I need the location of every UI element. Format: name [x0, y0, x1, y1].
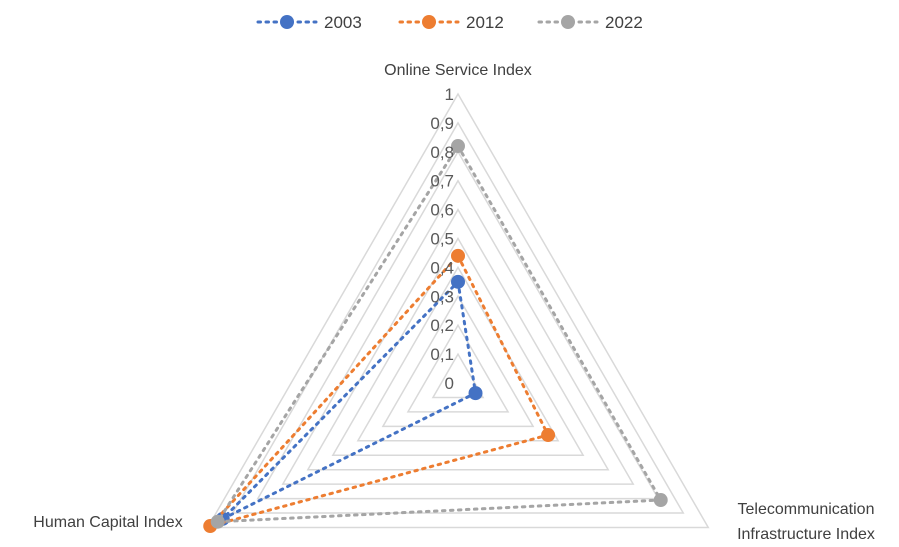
- legend-marker: [561, 15, 575, 29]
- data-point: [210, 514, 225, 529]
- grid-ring: [281, 179, 635, 485]
- legend-label: 2022: [605, 13, 643, 32]
- data-point: [653, 493, 668, 508]
- tick-labels: 0 0,1 0,2 0,3 0,4 0,5 0,6 0,7 0,8 0,9 1: [430, 85, 454, 393]
- grid-ring: [206, 92, 710, 529]
- grid-ring: [256, 150, 660, 500]
- grid-ring: [331, 237, 585, 456]
- tick-label: 0,7: [430, 172, 454, 191]
- grid-ring: [406, 323, 510, 413]
- series-line-2022: [214, 143, 664, 524]
- series-2022: [210, 139, 668, 529]
- radar-grid: [206, 92, 710, 529]
- data-point: [451, 248, 465, 263]
- data-point: [451, 274, 465, 289]
- legend-item-2012: 2012: [398, 13, 504, 32]
- legend-label: 2003: [324, 13, 362, 32]
- legend-marker: [422, 15, 436, 29]
- axis-label-1: Online Service Index: [384, 62, 532, 79]
- tick-label: 1: [445, 85, 454, 104]
- series-line-2003: [221, 278, 478, 521]
- tick-label: 0,3: [430, 287, 454, 306]
- data-point: [468, 386, 483, 401]
- series-line-2012: [205, 253, 551, 529]
- tick-label: 0,2: [430, 316, 454, 335]
- grid-ring: [231, 121, 685, 514]
- axis-label-3: Human Capital Index: [33, 514, 182, 531]
- grid-ring: [356, 265, 560, 442]
- legend-item-2022: 2022: [537, 13, 643, 32]
- legend-marker: [280, 15, 294, 29]
- data-point: [541, 428, 556, 443]
- grid-ring: [381, 294, 535, 428]
- legend-label: 2012: [466, 13, 504, 32]
- tick-label: 0,8: [430, 143, 454, 162]
- grid-ring: [431, 352, 485, 399]
- tick-label: 0,6: [430, 201, 454, 220]
- axis-labels: Online Service Index Telecommunication Inf…: [33, 62, 875, 543]
- legend-item-2003: 2003: [256, 13, 362, 32]
- series-layer: [203, 139, 668, 534]
- data-point: [451, 139, 465, 154]
- tick-label: 0,9: [430, 114, 454, 133]
- grid-ring: [306, 208, 610, 471]
- legend: 2003 2012 2022: [256, 13, 643, 32]
- tick-label: 0: [445, 374, 454, 393]
- tick-label: 0,4: [430, 258, 454, 277]
- tick-label: 0,1: [430, 345, 454, 364]
- axis-label-2: Telecommunication Infrastructure Index: [737, 501, 875, 543]
- tick-label: 0,5: [430, 230, 454, 249]
- series-2012: [203, 248, 556, 534]
